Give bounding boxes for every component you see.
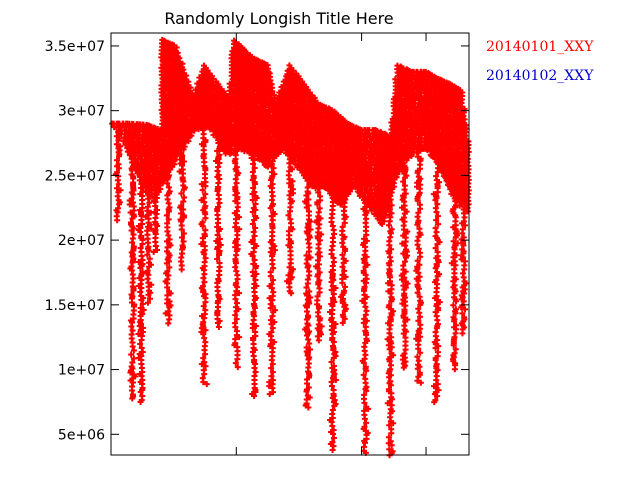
data-point [171,161,178,168]
data-point [232,264,239,271]
data-point [188,132,195,139]
data-points-group [109,36,472,459]
data-point [178,109,185,116]
data-point [216,272,223,279]
data-point [251,364,258,371]
data-point [114,217,121,224]
data-point [185,138,192,145]
data-point [268,197,275,204]
data-point [215,324,222,331]
data-point [233,268,240,275]
data-point [157,186,164,193]
chart-title: Randomly Longish Title Here [164,9,393,28]
data-point [232,39,239,46]
data-point [165,320,172,327]
data-point [164,228,171,235]
data-point [178,266,185,273]
data-point [164,196,171,203]
data-point [252,368,259,375]
